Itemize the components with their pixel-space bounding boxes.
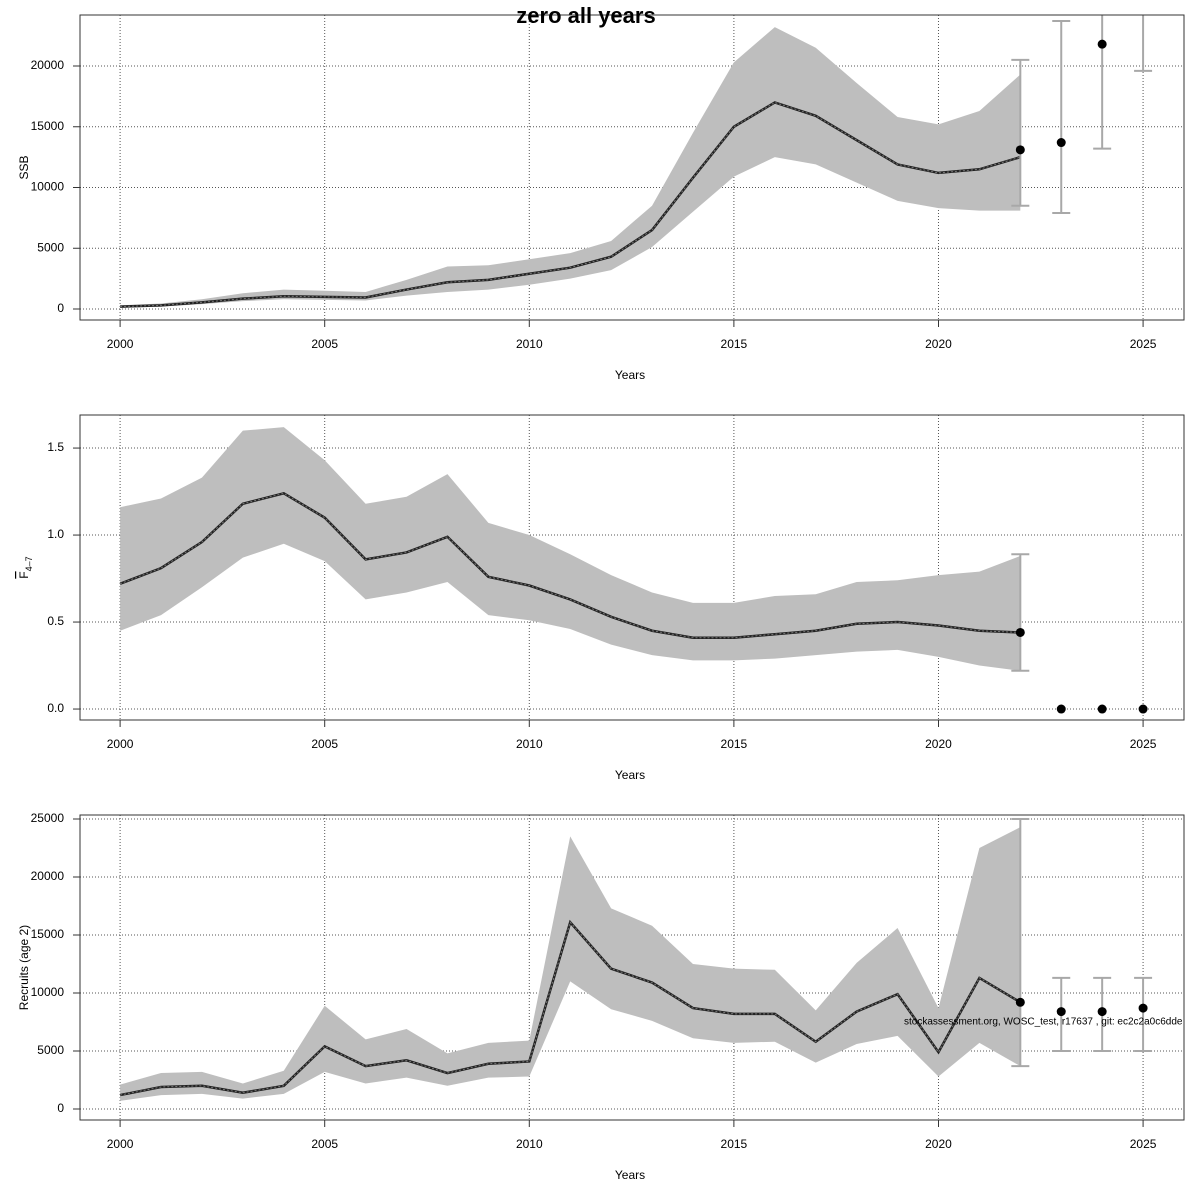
x-tick-label: 2005 — [311, 337, 338, 351]
x-tick-label: 2010 — [516, 337, 543, 351]
y-axis-label: SSB — [17, 155, 31, 179]
y-tick-label: 25000 — [31, 811, 65, 825]
y-axis-label-main: Recruits (age 2) — [17, 925, 31, 1010]
estimate-line-dots — [120, 921, 1021, 1096]
y-axis-label: F4–7 — [17, 556, 34, 578]
forecast-point — [1056, 138, 1066, 148]
estimate-line-dots — [119, 492, 1021, 639]
confidence-band — [120, 827, 1021, 1101]
forecast-point — [1097, 704, 1107, 714]
forecast-point — [1056, 704, 1066, 714]
plot-area — [119, 818, 1153, 1101]
x-axis-label: Years — [615, 768, 645, 782]
x-tick-label: 2015 — [721, 737, 748, 751]
x-tick-label: 2010 — [516, 1137, 543, 1151]
forecast-point — [1056, 1007, 1066, 1017]
forecast-point — [1097, 1007, 1107, 1017]
x-tick-label: 2000 — [107, 1137, 134, 1151]
panel: 2000 2005 2010 2015 2020 2025 0 5000 10000 15000 2… — [17, 811, 1185, 1182]
panel: 2000 2005 2010 2015 2020 2025 0 5000 10000 15000 2… — [17, 14, 1185, 382]
x-tick-label: 2020 — [925, 737, 952, 751]
y-tick-label: 0.5 — [47, 614, 64, 628]
x-tick-label: 2015 — [721, 337, 748, 351]
x-tick-label: 2025 — [1130, 737, 1157, 751]
y-tick-label: 10000 — [31, 985, 65, 999]
plot-area — [120, 15, 1153, 308]
y-tick-label: 5000 — [37, 240, 64, 254]
x-tick-label: 2005 — [311, 1137, 338, 1151]
panels: 2000 2005 2010 2015 2020 2025 0 5000 10000 15000 2… — [17, 14, 1185, 1182]
forecast-point — [1097, 39, 1107, 49]
x-tick-label: 2005 — [311, 737, 338, 751]
x-tick-label: 2020 — [925, 337, 952, 351]
annotation: stockassessment.org, WOSC_test, r17637 ,… — [904, 1017, 1183, 1028]
x-tick-label: 2025 — [1130, 337, 1157, 351]
y-tick-label: 0 — [57, 301, 64, 315]
chart-title: zero all years — [516, 3, 655, 28]
y-axis-label: Recruits (age 2) — [17, 925, 31, 1010]
y-tick-label: 15000 — [31, 119, 65, 133]
y-tick-label: 20000 — [31, 869, 65, 883]
y-tick-label: 10000 — [31, 180, 65, 194]
y-tick-label: 1.0 — [47, 527, 64, 541]
y-tick-label: 1.5 — [47, 440, 64, 454]
x-tick-label: 2000 — [107, 337, 134, 351]
estimate-line-dots — [120, 101, 1021, 308]
x-tick-label: 2000 — [107, 737, 134, 751]
confidence-band — [120, 427, 1021, 671]
plot-frame — [79, 814, 1185, 1121]
y-tick-label: 0.0 — [47, 701, 64, 715]
forecast-point — [1138, 704, 1148, 714]
x-axis-label: Years — [615, 1168, 645, 1182]
forecast-point — [1015, 997, 1025, 1007]
x-tick-label: 2025 — [1130, 1137, 1157, 1151]
plot-frame — [79, 14, 1185, 321]
y-axis-label-sub: 4–7 — [24, 556, 34, 571]
forecast-point — [1015, 627, 1025, 637]
y-tick-label: 15000 — [31, 927, 65, 941]
y-tick-label: 5000 — [37, 1043, 64, 1057]
x-tick-label: 2010 — [516, 737, 543, 751]
forecast-point — [1138, 1003, 1148, 1013]
y-axis-label-main: F — [17, 571, 31, 578]
plot-frame — [79, 414, 1185, 721]
y-tick-label: 0 — [57, 1101, 64, 1115]
x-tick-label: 2020 — [925, 1137, 952, 1151]
x-tick-label: 2015 — [721, 1137, 748, 1151]
x-axis-label: Years — [615, 368, 645, 382]
confidence-band — [120, 27, 1021, 308]
y-tick-label: 20000 — [31, 58, 65, 72]
forecast-point — [1015, 145, 1025, 155]
plot-area — [119, 427, 1148, 714]
y-axis-label-main: SSB — [17, 155, 31, 179]
panel: 2000 2005 2010 2015 2020 2025 0.0 0.5 1.0 1.5 Year… — [17, 414, 1185, 782]
